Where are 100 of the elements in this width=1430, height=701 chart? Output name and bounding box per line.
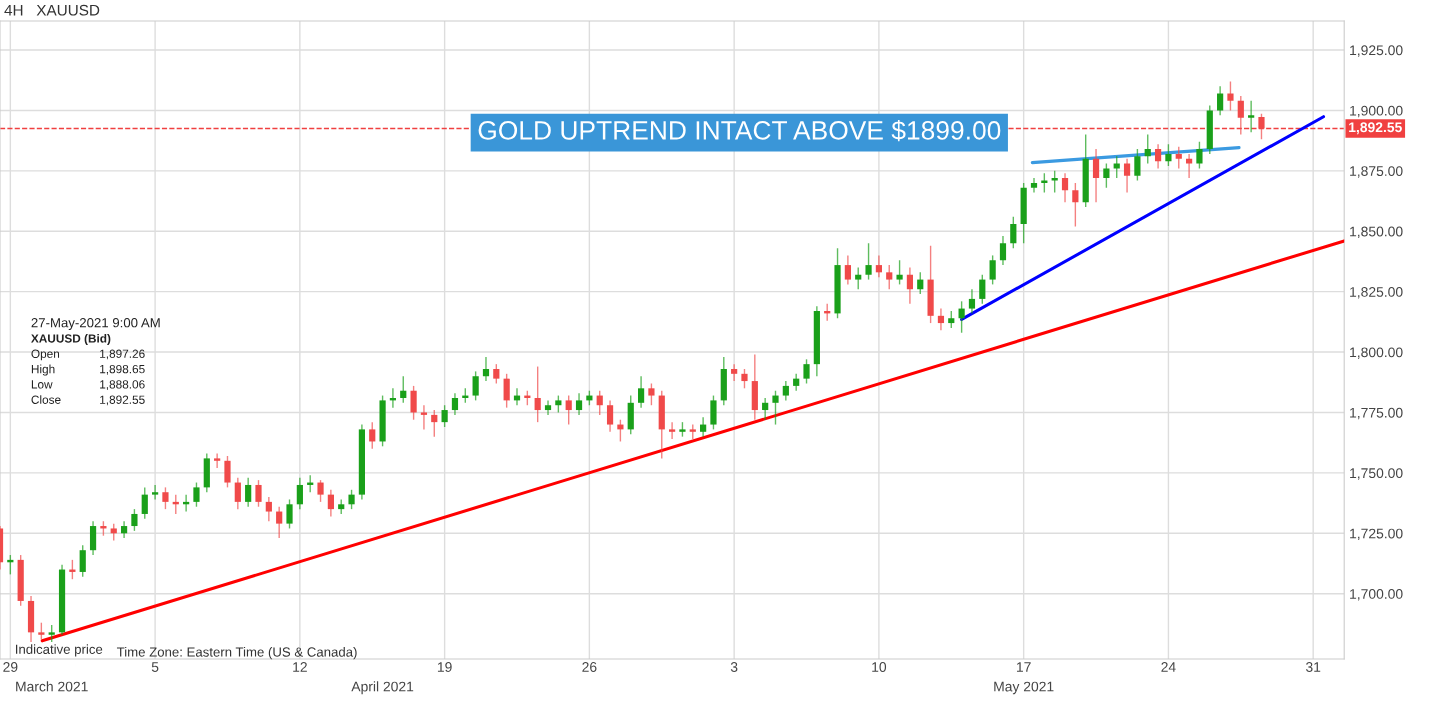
candlestick xyxy=(999,235,1007,266)
candlestick xyxy=(565,394,572,426)
x-tick-label: 31 xyxy=(1305,662,1321,672)
annotation: Time Zone: Eastern Time (US & Canada) xyxy=(116,647,357,660)
candlestick xyxy=(276,506,283,539)
annotation: Indicative price xyxy=(16,644,103,657)
candlestick xyxy=(575,392,583,416)
candlestick xyxy=(1092,148,1100,203)
candlestick xyxy=(741,368,748,390)
chart-title: 4H XAUUSD xyxy=(4,4,100,16)
y-tick-label: 1,925.00 xyxy=(1350,45,1403,57)
candlestick xyxy=(1123,158,1131,194)
candlestick xyxy=(224,455,231,489)
candlestick xyxy=(327,489,334,518)
candlestick xyxy=(472,370,479,402)
x-tick-label: 10 xyxy=(872,662,887,672)
candlestick xyxy=(544,399,552,416)
candlestick xyxy=(596,390,603,416)
y-tick-label: 1,700.00 xyxy=(1350,589,1403,601)
y-tick-label: 1,850.00 xyxy=(1350,226,1403,239)
ref-line-label: 1,892.55 xyxy=(1349,122,1402,135)
candlestick xyxy=(245,477,252,508)
candlestick xyxy=(637,375,645,409)
candlestick xyxy=(875,254,882,278)
x2-tick-label: May 2021 xyxy=(994,681,1054,695)
candlestick xyxy=(265,496,272,522)
y-tick-label: 1,800.00 xyxy=(1350,347,1403,359)
annotation: 27-May-2021 9:00 AM xyxy=(31,318,160,330)
candlestick xyxy=(855,266,862,290)
x-tick-label: 5 xyxy=(151,662,159,672)
candlestick xyxy=(669,421,676,440)
y-tick-label: 1,900.00 xyxy=(1350,105,1403,118)
candlestick xyxy=(958,300,965,334)
x-tick-label: 26 xyxy=(582,662,597,672)
candlestick xyxy=(255,479,262,508)
candlestick xyxy=(79,544,86,578)
candlestick xyxy=(1175,145,1182,170)
candlestick xyxy=(1217,85,1224,116)
candlestick xyxy=(731,363,738,382)
x-tick-label: 12 xyxy=(293,662,307,672)
candlestick xyxy=(937,307,945,332)
text: Low 1,888.06 xyxy=(31,380,145,390)
candlestick xyxy=(234,477,241,510)
x2-tick-label: April 2021 xyxy=(351,681,414,695)
candlestick xyxy=(369,421,376,450)
x2-tick-label: March 2021 xyxy=(16,681,88,692)
annotation: XAUUSD (Bid) xyxy=(31,333,111,345)
candlestick xyxy=(1165,143,1172,167)
x-tick-label: 29 xyxy=(3,662,18,672)
candlestick xyxy=(803,358,810,385)
candlestick xyxy=(162,486,169,510)
y-tick-label: 1,725.00 xyxy=(1350,528,1403,541)
candlestick xyxy=(700,416,707,438)
text: High 1,898.65 xyxy=(31,364,145,376)
candlestick xyxy=(493,363,500,385)
x-tick-label: 17 xyxy=(1017,662,1031,672)
candlestick xyxy=(772,390,779,426)
candlestick xyxy=(214,452,221,469)
candlestick xyxy=(441,404,448,428)
candlestick xyxy=(1227,80,1234,112)
candlestick xyxy=(844,254,851,286)
candlestick xyxy=(1030,177,1038,194)
y-tick-label: 1,825.00 xyxy=(1350,286,1403,299)
candlestick xyxy=(886,264,893,290)
candlestick xyxy=(193,481,200,508)
candlestick xyxy=(989,254,996,286)
candlestick xyxy=(1051,170,1058,194)
candlestick xyxy=(482,356,490,382)
candlestick xyxy=(131,508,138,532)
candlestick xyxy=(968,288,976,315)
candlestick xyxy=(648,382,655,406)
candlestick xyxy=(617,419,624,443)
candlestick xyxy=(762,397,769,421)
candlestick xyxy=(317,479,324,503)
candlestick xyxy=(1154,143,1162,170)
candlestick xyxy=(1248,100,1255,133)
candlestick xyxy=(1144,133,1151,165)
candlestick xyxy=(534,365,541,423)
candlestick xyxy=(410,385,417,421)
candlestick xyxy=(348,489,355,510)
candlestick xyxy=(1010,216,1017,249)
candlestick xyxy=(979,274,986,305)
y-tick-label: 1,775.00 xyxy=(1350,407,1403,420)
y-tick-label: 1,750.00 xyxy=(1350,468,1403,480)
candlestick xyxy=(141,486,148,520)
annotation: GOLD UPTREND INTACT ABOVE $1899.00 xyxy=(478,119,1001,142)
x-tick-label: 24 xyxy=(1161,662,1176,672)
candlestick xyxy=(906,266,914,305)
candlestick xyxy=(420,404,428,431)
candlestick xyxy=(152,484,159,501)
candlestick xyxy=(1134,148,1141,182)
candlestick xyxy=(896,259,903,286)
x-tick-label: 3 xyxy=(730,662,738,672)
candlestick xyxy=(286,498,293,530)
x-tick-label: 19 xyxy=(437,662,452,672)
candlestick xyxy=(1061,172,1069,203)
candlestick xyxy=(400,375,407,404)
candlestick xyxy=(1103,162,1110,189)
candlestick xyxy=(1072,182,1079,228)
candlestick xyxy=(865,242,872,281)
